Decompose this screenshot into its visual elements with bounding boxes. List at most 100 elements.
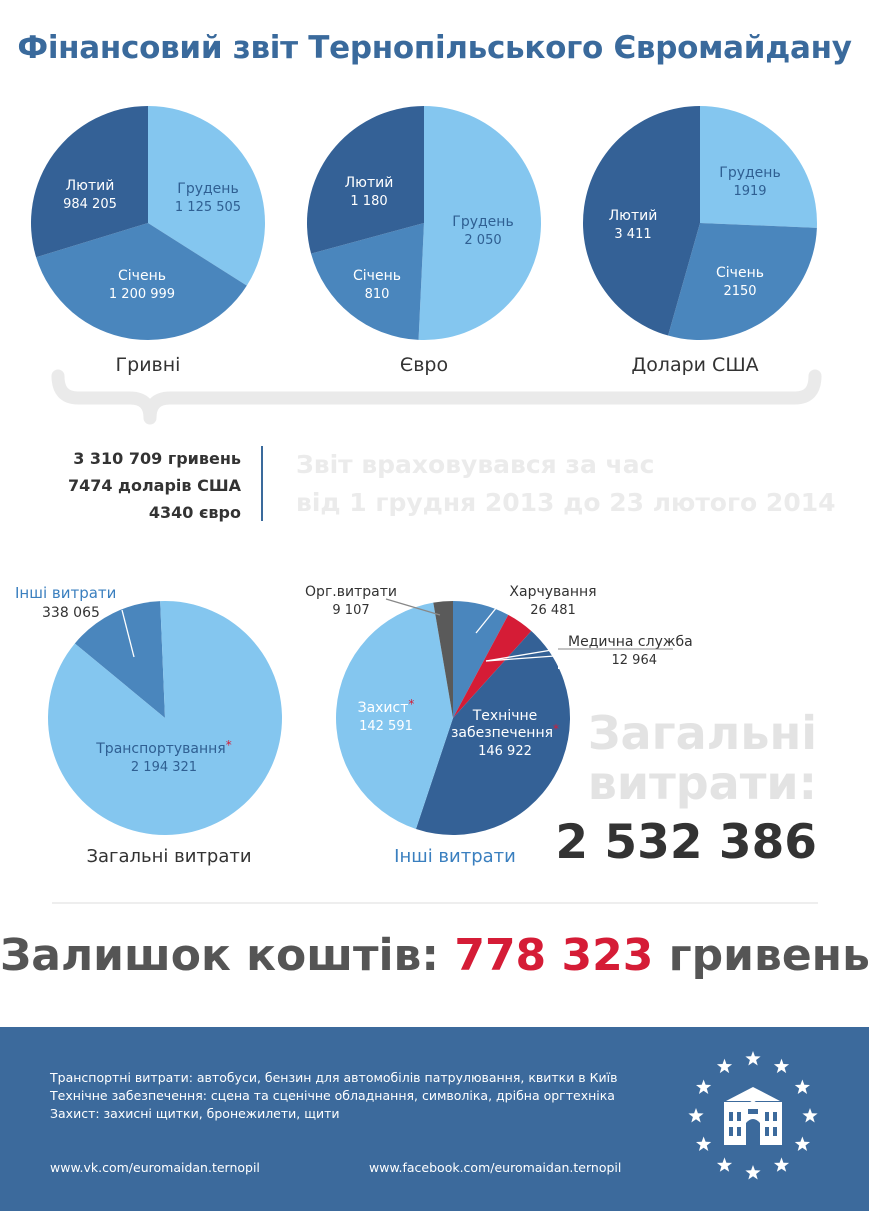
slice-value-січень: 2150 (723, 284, 756, 299)
total-uah: 3 310 709 гривень (73, 449, 241, 468)
slice-label-інші-витрати: Інші витрати (15, 584, 116, 602)
totals-block: 3 310 709 гривень 7474 доларів США 4340 … (68, 445, 241, 526)
balance-currency: гривень (668, 930, 869, 981)
euromaidan-logo (688, 1051, 818, 1180)
slice-label-технічне-забезпечення: забезпечення* (451, 722, 559, 741)
slice-value-лютий: 3 411 (614, 227, 651, 242)
pie-slice-лютий (583, 106, 700, 336)
slice-label-захист: Захист* (358, 697, 415, 716)
pie-chart-total-expenses: Інші витрати 338 065 Транспортування* 2 194… (15, 584, 283, 835)
total-eur: 4340 євро (148, 503, 241, 522)
total-expenses-label-line-2: витрати: (587, 756, 817, 810)
leader-line (121, 609, 135, 658)
pie-slice-транспортування (48, 601, 283, 835)
star-icon (696, 1079, 712, 1094)
pie-caption-usd: Долари США (631, 354, 759, 376)
pie-chart-other-expenses: Харчування 26 481 Медична служба 12 964 Техн… (305, 584, 693, 835)
brace-graphic (51, 369, 822, 425)
slice-value-інші-витрати: 338 065 (42, 605, 100, 621)
section-divider (52, 902, 818, 904)
star-icon (802, 1108, 818, 1123)
vk-link[interactable]: www.vk.com/euromaidan.ternopil (50, 1160, 260, 1175)
total-expenses-value: 2 532 386 (555, 815, 817, 870)
leader-line (385, 598, 441, 616)
footer: Транспортні витрати: автобуси, бензин дл… (0, 1027, 869, 1211)
period-note: Звіт враховувався за час від 1 грудня 20… (296, 446, 836, 522)
slice-label-грудень: Грудень (719, 165, 780, 181)
footer-note: Захист: захисні щитки, бронежилети, щити (50, 1106, 340, 1121)
slice-value-грудень: 1919 (733, 184, 766, 199)
slice-value-лютий: 1 180 (350, 194, 387, 209)
pie-slice-харчування (453, 601, 509, 718)
slice-value-харчування: 26 481 (530, 603, 576, 618)
pie-caption-uah: Гривні (115, 354, 181, 376)
star-icon (773, 1157, 790, 1172)
pie-slice-січень (311, 223, 424, 340)
slice-value-медична-служба: 12 964 (612, 653, 658, 668)
pie-caption-total-expenses: Загальні витрати (86, 846, 252, 867)
slice-label-харчування: Харчування (509, 584, 596, 600)
facebook-link[interactable]: www.facebook.com/euromaidan.ternopil (369, 1160, 622, 1175)
slice-value-транспортування: 2 194 321 (131, 760, 197, 775)
pie-caption-eur: Євро (399, 354, 449, 376)
slice-value-орг-витрати: 9 107 (332, 603, 369, 618)
slice-value-січень: 810 (365, 287, 390, 302)
pie-slice-медична-служба (453, 614, 532, 718)
slice-label-медична-служба: Медична служба (568, 634, 693, 650)
building-icon (724, 1087, 782, 1145)
pie-caption-other-expenses: Інші витрати (394, 846, 516, 867)
pie-slice-інші-витрати (74, 601, 165, 718)
slice-label-грудень: Грудень (452, 214, 513, 230)
star-icon (745, 1051, 761, 1066)
slice-value-лютий: 984 205 (63, 197, 117, 212)
slice-value-захист: 142 591 (359, 719, 413, 734)
total-usd: 7474 доларів США (67, 476, 241, 495)
pie-slice-лютий (30, 106, 148, 258)
slice-value-грудень: 1 125 505 (175, 200, 241, 215)
pie-chart-usd: Грудень 1919 Січень 2150 Лютий 3 411 (583, 106, 817, 340)
pie-slice-захист (335, 602, 453, 829)
balance-amount: 778 323 (454, 930, 654, 981)
total-expenses-label-line-1: Загальні (587, 706, 817, 760)
balance-line: Залишок коштів: 778 323 гривень (0, 930, 869, 981)
star-icon (716, 1157, 733, 1172)
period-line-1: Звіт враховувався за час (296, 450, 655, 479)
slice-label-лютий: Лютий (609, 208, 658, 224)
star-icon (696, 1136, 712, 1151)
slice-label-січень: Січень (118, 268, 166, 284)
pie-slice-грудень (418, 106, 541, 340)
footer-note: Технічне забезпечення: сцена та сценічне… (50, 1088, 615, 1103)
star-icon (745, 1165, 761, 1180)
slice-label-січень: Січень (716, 265, 764, 281)
slice-label-грудень: Грудень (177, 181, 238, 197)
period-line-2: від 1 грудня 2013 до 23 лютого 2014 (296, 488, 836, 517)
pie-slice-січень (36, 223, 247, 340)
leader-line (485, 648, 559, 662)
star-icon (794, 1079, 810, 1094)
star-icon (716, 1058, 733, 1074)
slice-value-грудень: 2 050 (464, 233, 501, 248)
pie-slice-січень (668, 223, 817, 340)
pie-slice-грудень (700, 106, 817, 228)
footer-note: Транспортні витрати: автобуси, бензин дл… (50, 1070, 618, 1085)
pie-chart-uah: Грудень 1 125 505 Січень 1 200 999 Лютий 984 … (30, 106, 265, 340)
star-icon (773, 1058, 790, 1074)
slice-label-лютий: Лютий (66, 178, 115, 194)
slice-value-технічне-забезпечення: 146 922 (478, 744, 532, 759)
pie-chart-eur: Грудень 2 050 Січень 810 Лютий 1 180 (306, 106, 541, 340)
total-expenses-label: Загальні витрати: (588, 708, 817, 808)
star-icon (794, 1136, 810, 1151)
slice-label-транспортування: Транспортування* (95, 738, 231, 757)
leader-line (475, 596, 506, 634)
pie-slice-грудень (148, 106, 265, 286)
slice-label-орг-витрати: Орг.витрати (305, 584, 397, 600)
page-title: Фінансовий звіт Тернопільського Євромайд… (17, 30, 852, 66)
star-icon (688, 1108, 704, 1123)
balance-label: Залишок коштів: (0, 930, 439, 981)
pie-slice-лютий (306, 106, 424, 254)
pie-slice-орг-витрати (433, 601, 453, 718)
divider-line (261, 446, 263, 521)
slice-value-січень: 1 200 999 (109, 287, 175, 302)
pie-slice-технічне-забезпечення (415, 631, 570, 835)
slice-label-технічне-забезпечення: Технічне (472, 708, 538, 724)
